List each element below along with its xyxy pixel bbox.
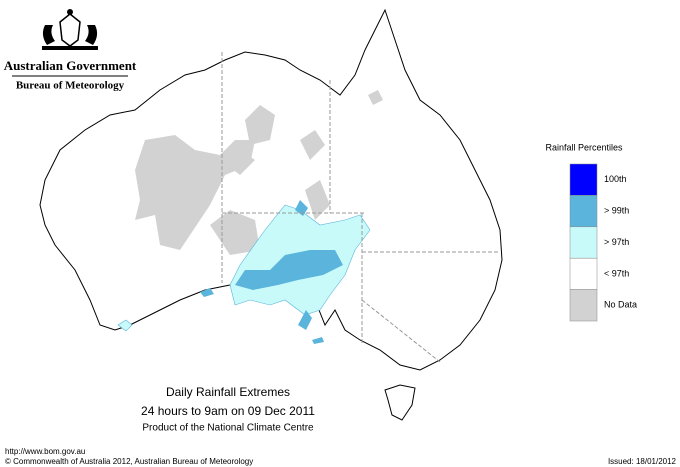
- legend-label: 100th: [604, 174, 627, 184]
- caption-credit: Product of the National Climate Centre: [142, 423, 314, 434]
- government-name: Australian Government: [4, 58, 137, 73]
- legend: 100th > 99th > 97th < 97th No Data: [569, 163, 637, 322]
- legend-label: < 97th: [604, 268, 629, 278]
- footer-copyright: © Commonwealth of Australia 2012, Austra…: [5, 457, 253, 466]
- legend-title: Rainfall Percentiles: [545, 142, 623, 152]
- caption-title: Daily Rainfall Extremes: [166, 385, 290, 399]
- agency-name: Bureau of Meteorology: [16, 80, 125, 92]
- footer-issued: Issued: 18/01/2012: [608, 457, 677, 466]
- legend-swatch: [569, 257, 598, 290]
- legend-swatch: [569, 163, 598, 196]
- crest: [42, 9, 98, 50]
- legend-label: > 97th: [604, 237, 629, 247]
- legend-swatch: [569, 289, 598, 322]
- legend-swatch: [569, 195, 598, 228]
- legend-label: > 99th: [604, 205, 629, 215]
- caption-subtitle: 24 hours to 9am on 09 Dec 2011: [141, 404, 315, 418]
- legend-label: No Data: [604, 300, 637, 310]
- australia-map: [39, 8, 503, 421]
- footer-url[interactable]: http://www.bom.gov.au: [5, 447, 85, 456]
- legend-swatch: [569, 226, 598, 259]
